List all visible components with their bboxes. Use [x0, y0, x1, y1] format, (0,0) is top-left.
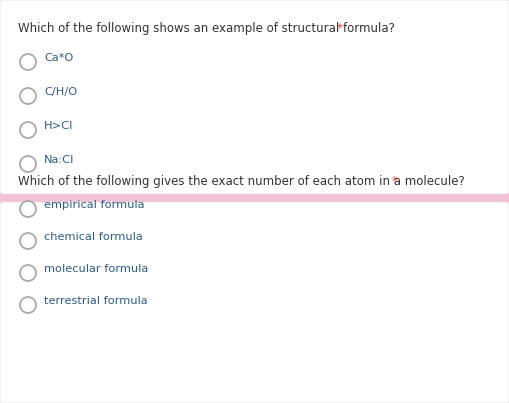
Circle shape: [20, 156, 36, 172]
Circle shape: [20, 233, 36, 249]
Circle shape: [20, 54, 36, 70]
Bar: [0, 193, 509, 203]
Text: molecular formula: molecular formula: [44, 264, 148, 274]
Circle shape: [20, 88, 36, 104]
Text: H>Cl: H>Cl: [44, 121, 73, 131]
Text: chemical formula: chemical formula: [44, 232, 143, 242]
Text: Which of the following shows an example of structural formula?: Which of the following shows an example …: [18, 22, 399, 35]
Circle shape: [20, 265, 36, 281]
Circle shape: [20, 122, 36, 138]
Text: terrestrial formula: terrestrial formula: [44, 296, 148, 306]
Text: *: *: [336, 22, 342, 35]
FancyBboxPatch shape: [0, 202, 509, 403]
Circle shape: [20, 297, 36, 313]
Text: empirical formula: empirical formula: [44, 200, 145, 210]
FancyBboxPatch shape: [0, 0, 509, 194]
Text: C/H/O: C/H/O: [44, 87, 77, 97]
Circle shape: [20, 201, 36, 217]
Text: Ca*O: Ca*O: [44, 53, 73, 63]
Text: *: *: [392, 175, 398, 188]
Text: Na:Cl: Na:Cl: [44, 155, 74, 165]
Text: Which of the following gives the exact number of each atom in a molecule?: Which of the following gives the exact n…: [18, 175, 468, 188]
